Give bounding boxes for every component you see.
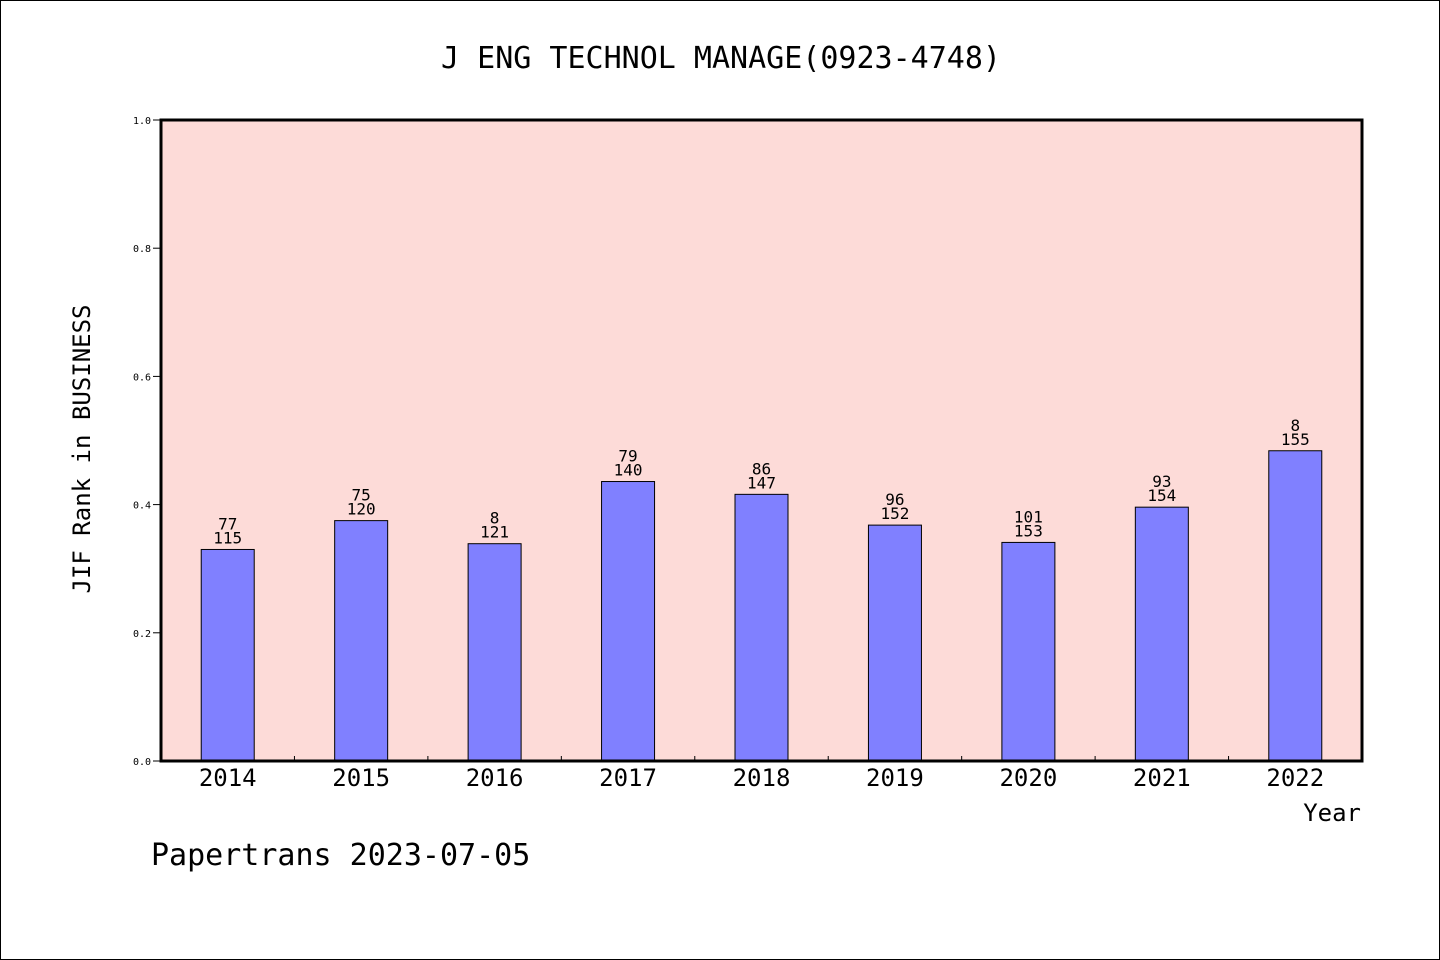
- x-tick-label: 2017: [599, 764, 657, 792]
- bar-label-rank: 8: [1290, 416, 1300, 435]
- bar-label-total: 147: [747, 473, 776, 492]
- bar: [867, 524, 922, 762]
- bar: [1134, 506, 1189, 762]
- bar: [1001, 541, 1056, 762]
- bar-label-rank: 75: [352, 486, 371, 505]
- bar: [467, 543, 522, 762]
- bar-label-rank: 77: [218, 514, 237, 533]
- x-tick-label: 2014: [199, 764, 257, 792]
- bar-label-rank: 86: [752, 459, 771, 478]
- x-tick-label: 2019: [866, 764, 924, 792]
- y-tick-label: 0.0: [133, 757, 151, 768]
- x-tick-label: 2016: [466, 764, 524, 792]
- bar: [334, 520, 389, 762]
- bar: [1268, 450, 1323, 762]
- y-tick-label: 0.4: [133, 501, 151, 512]
- x-tick-label: 2021: [1133, 764, 1191, 792]
- y-axis-label: JIF Rank in BUSINESS: [68, 305, 96, 594]
- plot-frame: [159, 118, 1364, 763]
- bar-label-rank: 79: [618, 447, 637, 466]
- y-tick-label: 0.8: [133, 244, 151, 255]
- x-axis: 2014 2015 2016 2017 2018 2019 2020 2021 2022: [199, 756, 1324, 792]
- bar: [734, 493, 789, 762]
- chart-title: J ENG TECHNOL MANAGE(0923-4748): [441, 41, 1001, 76]
- x-tick-label: 2018: [733, 764, 791, 792]
- bar: [200, 548, 255, 762]
- bar-label-total: 140: [614, 461, 643, 480]
- y-tick-label: 0.2: [133, 629, 151, 640]
- y-tick-label: 1.0: [133, 116, 151, 127]
- y-tick-label: 0.6: [133, 372, 151, 383]
- bar-label-total: 152: [880, 504, 909, 523]
- footer-text: Papertrans 2023-07-05: [151, 838, 530, 873]
- x-axis-label: Year: [1303, 799, 1361, 827]
- bar: [601, 481, 656, 762]
- bar-label-total: 115: [213, 528, 242, 547]
- bar-label-total: 120: [347, 500, 376, 519]
- bar-label-rank: 8: [490, 509, 500, 528]
- bar-label-rank: 101: [1014, 507, 1043, 526]
- bar-label-total: 155: [1281, 430, 1310, 449]
- bar-label-total: 154: [1147, 486, 1176, 505]
- x-tick-label: 2022: [1266, 764, 1324, 792]
- bar-label-total: 153: [1014, 521, 1043, 540]
- x-tick-label: 2015: [332, 764, 390, 792]
- bar-label-rank: 93: [1152, 472, 1171, 491]
- y-axis: 0.0 0.2 0.4 0.6 0.8 1.0: [133, 116, 161, 768]
- bar-label-total: 121: [480, 523, 509, 542]
- x-tick-label: 2020: [999, 764, 1057, 792]
- bar-label-rank: 96: [885, 490, 904, 509]
